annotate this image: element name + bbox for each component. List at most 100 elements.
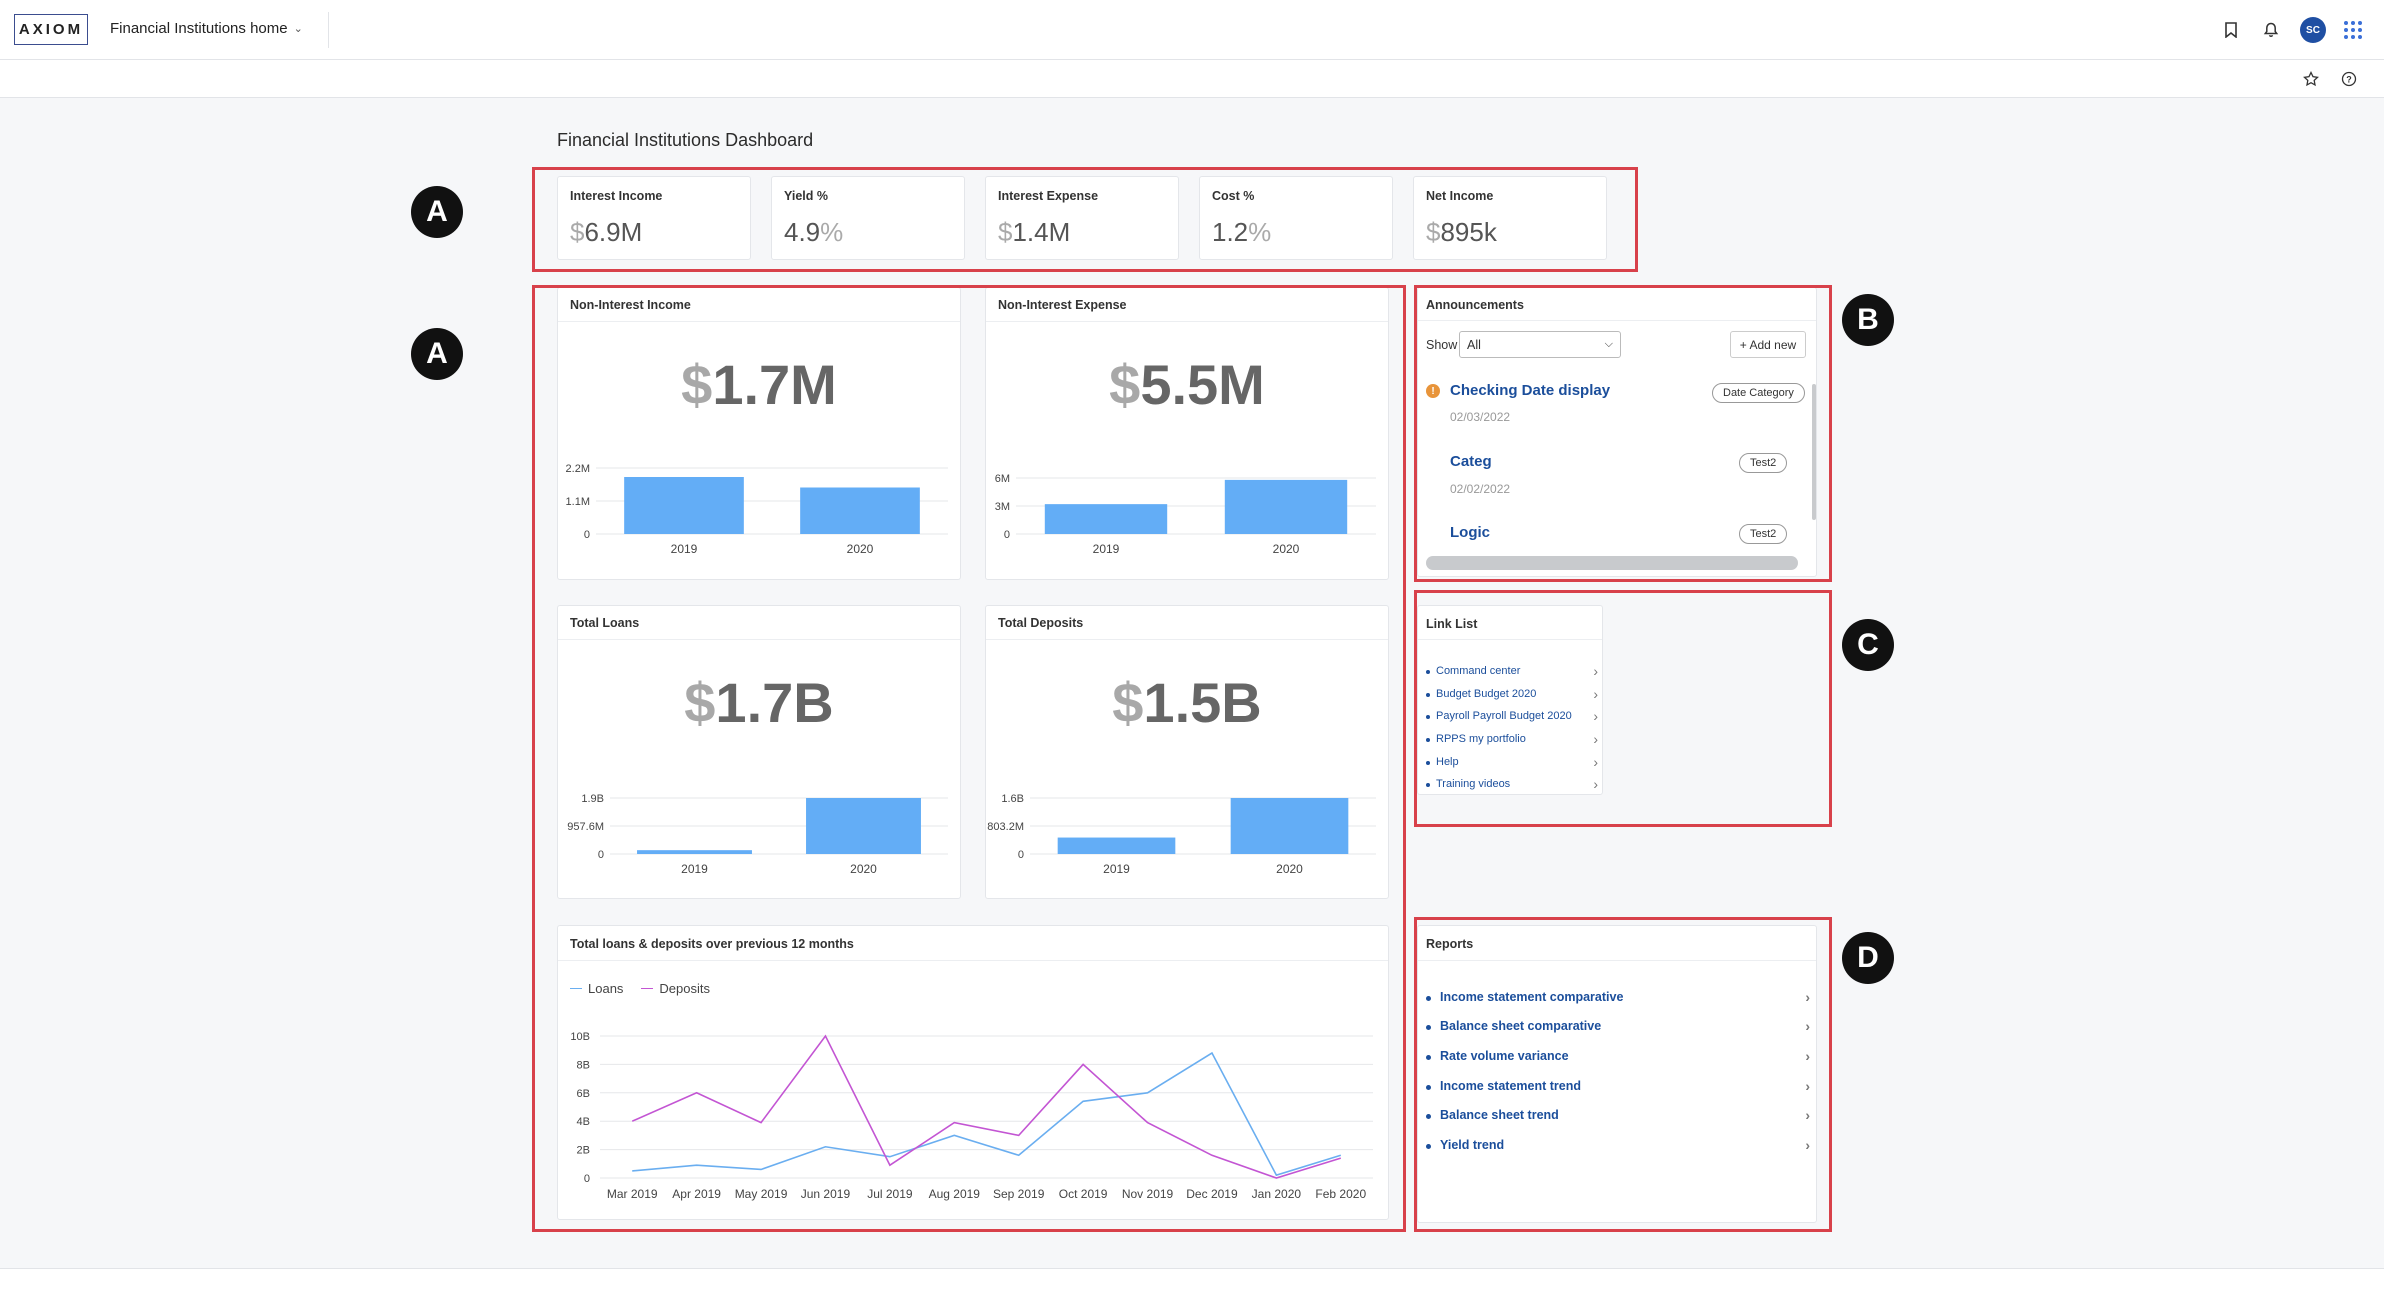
y-tick-label: 0 <box>584 529 590 541</box>
y-tick-label: 1.6B <box>1001 793 1024 805</box>
list-item[interactable]: Balance sheet comparative › <box>1426 1012 1810 1042</box>
kpi-title: Cost % <box>1212 189 1255 203</box>
divider <box>1418 639 1602 640</box>
chevron-right-icon: › <box>1593 685 1598 702</box>
y-tick-label: 1.1M <box>566 496 590 508</box>
panel-title: Total Loans <box>570 616 640 630</box>
panel-non-interest-income: Non-Interest Income $1.7M 2.2M 1.1M 0 2019 2… <box>557 287 961 580</box>
y-tick-label: 2B <box>577 1145 590 1157</box>
bookmark-icon[interactable] <box>2218 17 2244 43</box>
list-item[interactable]: Help › <box>1426 750 1598 773</box>
bar <box>1057 837 1176 854</box>
bar <box>1044 504 1168 534</box>
panel-title: Non-Interest Income <box>570 298 691 312</box>
show-filter-value: All <box>1467 337 1481 352</box>
x-tick-label: 2019 <box>1103 862 1130 876</box>
list-item[interactable]: Command center › <box>1426 660 1598 683</box>
alert-icon: ! <box>1426 384 1440 398</box>
chevron-right-icon: › <box>1805 988 1810 1005</box>
legend-item-deposits[interactable]: Deposits <box>641 981 710 996</box>
divider <box>986 639 1388 640</box>
panel-total-loans: Total Loans $1.7B 1.9B 957.6M 0 2019 2020 <box>557 605 961 899</box>
link-list: Command center › Budget Budget 2020 › Payr… <box>1426 660 1598 796</box>
list-item[interactable]: Balance sheet trend › <box>1426 1100 1810 1130</box>
kpi-card-cost: Cost % 1.2% <box>1199 176 1393 260</box>
add-new-button[interactable]: + Add new <box>1730 331 1806 358</box>
marker-a: A <box>411 186 463 238</box>
category-badge: Test2 <box>1739 453 1788 473</box>
x-tick-label: 2020 <box>1276 862 1303 876</box>
kpi-title: Yield % <box>784 189 828 203</box>
help-icon[interactable]: ? <box>2336 66 2362 92</box>
y-tick-label: 0 <box>584 1173 590 1185</box>
list-item[interactable]: RPPS my portfolio › <box>1426 728 1598 751</box>
x-tick-label: Jan 2020 <box>1252 1187 1302 1201</box>
bar-chart-non-interest-income: 2.2M 1.1M 0 2019 2020 <box>566 463 948 556</box>
list-item[interactable]: Payroll Payroll Budget 2020 › <box>1426 705 1598 728</box>
legend-item-loans[interactable]: Loans <box>570 981 623 996</box>
x-tick-label: Mar 2019 <box>607 1187 658 1201</box>
horizontal-scrollbar[interactable] <box>1426 556 1798 570</box>
x-tick-label: 2019 <box>1093 542 1120 556</box>
panel-value: $5.5M <box>1109 353 1265 416</box>
line-chart-loans-deposits: 10B 8B 6B 4B 2B 0 Mar 2019 Apr 2019 May 2019 Jun … <box>570 1031 1373 1201</box>
app-grid-icon[interactable] <box>2340 17 2366 43</box>
announcement-title[interactable]: Categ <box>1450 453 1492 470</box>
x-tick-label: Jun 2019 <box>801 1187 851 1201</box>
y-tick-label: 4B <box>577 1116 590 1128</box>
vertical-scrollbar[interactable] <box>1812 384 1816 520</box>
panel-title: Total Deposits <box>998 616 1084 630</box>
axiom-logo[interactable]: AXIOM <box>14 14 88 45</box>
chevron-right-icon: › <box>1593 776 1598 793</box>
bar-chart-non-interest-expense: 6M 3M 0 2019 2020 <box>995 473 1376 556</box>
x-tick-label: Feb 2020 <box>1315 1187 1366 1201</box>
bell-icon[interactable] <box>2258 17 2284 43</box>
x-tick-label: 2019 <box>681 862 708 876</box>
marker-b: B <box>1842 294 1894 346</box>
bar <box>637 850 752 854</box>
bar <box>624 477 744 534</box>
y-tick-label: 6B <box>577 1088 590 1100</box>
annotation-box-reports <box>1414 917 1832 1232</box>
announcement-title[interactable]: Logic <box>1450 524 1490 541</box>
home-selector[interactable]: Financial Institutions home ⌄ <box>110 20 303 37</box>
kpi-value: $6.9M <box>570 217 643 247</box>
x-tick-label: Sep 2019 <box>993 1187 1045 1201</box>
y-tick-label: 957.6M <box>567 821 604 833</box>
chevron-right-icon: › <box>1593 708 1598 725</box>
list-item[interactable]: Income statement trend › <box>1426 1071 1810 1101</box>
announcement-title[interactable]: Checking Date display <box>1450 382 1611 399</box>
kpi-card-net-income: Net Income $895k <box>1413 176 1607 260</box>
panel-link-list: Link List Command center › Budget Budget … <box>1417 605 1603 795</box>
list-item[interactable]: Training videos › <box>1426 773 1598 796</box>
kpi-title: Interest Expense <box>998 189 1099 203</box>
reports-list: Income statement comparative › Balance sh… <box>1426 982 1810 1160</box>
kpi-card-yield: Yield % 4.9% <box>771 176 965 260</box>
list-item[interactable]: Rate volume variance › <box>1426 1041 1810 1071</box>
chevron-right-icon: › <box>1593 731 1598 748</box>
series-line-deposits <box>631 1034 1342 1179</box>
panel-title: Reports <box>1426 937 1474 951</box>
x-tick-label: Nov 2019 <box>1122 1187 1174 1201</box>
announcement-date: 02/02/2022 <box>1450 482 1511 496</box>
list-item[interactable]: Budget Budget 2020 › <box>1426 683 1598 706</box>
y-tick-label: 6M <box>995 473 1010 485</box>
y-tick-label: 0 <box>1004 529 1010 541</box>
avatar[interactable]: SC <box>2300 17 2326 43</box>
panel-reports: Reports Income statement comparative › Ba… <box>1417 925 1817 1223</box>
show-filter-select[interactable]: All ⌵ <box>1459 331 1621 358</box>
marker-d: D <box>1842 932 1894 984</box>
marker-c: C <box>1842 619 1894 671</box>
chevron-down-icon: ⌄ <box>293 23 303 35</box>
divider <box>558 321 960 322</box>
x-tick-label: 2019 <box>671 542 698 556</box>
list-item[interactable]: Income statement comparative › <box>1426 982 1810 1012</box>
panel-title: Link List <box>1426 617 1478 631</box>
announcement-date: 02/03/2022 <box>1450 410 1511 424</box>
bar <box>1230 798 1349 854</box>
list-item[interactable]: Yield trend › <box>1426 1130 1810 1160</box>
chevron-down-icon: ⌵ <box>1604 338 1613 350</box>
category-badge: Date Category <box>1712 383 1805 403</box>
star-icon[interactable] <box>2298 66 2324 92</box>
x-tick-label: Jul 2019 <box>867 1187 913 1201</box>
